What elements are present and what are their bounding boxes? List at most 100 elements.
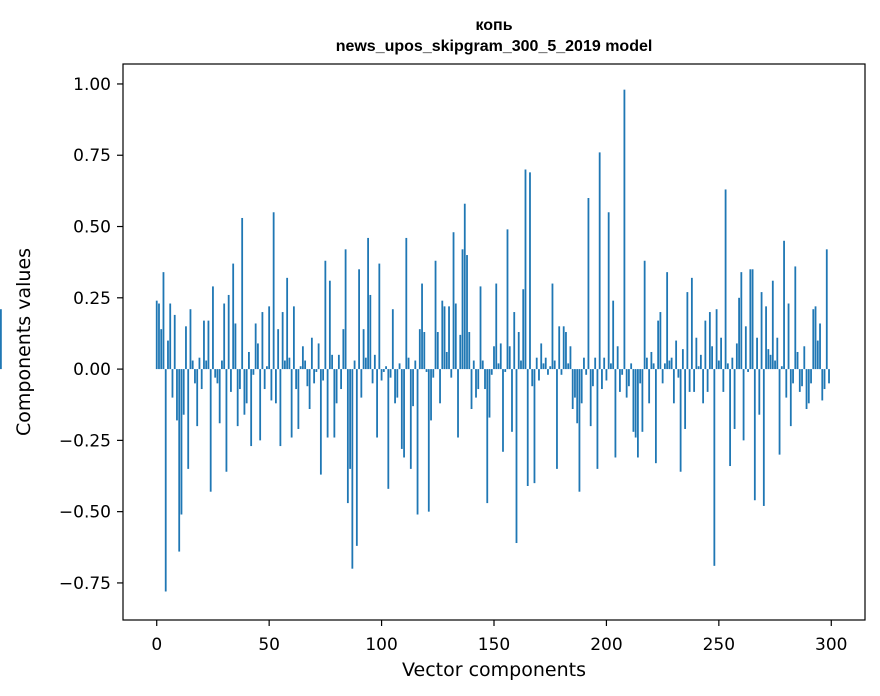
bar xyxy=(308,369,311,410)
bar xyxy=(281,312,284,370)
bar xyxy=(634,369,637,438)
bar xyxy=(780,366,783,370)
bar xyxy=(783,240,785,370)
bar xyxy=(598,152,601,370)
bar xyxy=(317,343,320,370)
bar xyxy=(268,306,271,370)
bar xyxy=(724,189,727,370)
bar xyxy=(373,354,376,370)
bar xyxy=(391,309,394,370)
bar xyxy=(717,360,720,370)
bar xyxy=(711,346,713,370)
bar xyxy=(756,337,758,370)
bar xyxy=(699,354,702,370)
bar xyxy=(828,369,830,384)
bar xyxy=(319,369,322,475)
bar xyxy=(569,346,572,370)
bar xyxy=(252,369,255,375)
bar xyxy=(416,369,419,515)
y-axis-label: Components values xyxy=(13,248,35,436)
bar xyxy=(657,320,660,370)
bar xyxy=(167,340,169,370)
bar xyxy=(508,346,511,370)
bar xyxy=(659,312,662,370)
bar xyxy=(675,340,678,370)
bar xyxy=(553,360,556,370)
bar xyxy=(540,343,543,370)
bar xyxy=(681,349,684,370)
bar xyxy=(176,369,178,421)
bar xyxy=(236,369,239,427)
bar xyxy=(389,369,392,378)
bar xyxy=(623,89,626,370)
bar xyxy=(814,306,817,370)
bar xyxy=(493,346,495,370)
bar xyxy=(596,369,599,469)
bar xyxy=(301,346,304,370)
bar xyxy=(436,332,439,370)
bar xyxy=(556,369,558,469)
bar xyxy=(625,369,628,398)
bar xyxy=(529,172,531,370)
bar xyxy=(567,363,570,370)
bar xyxy=(821,369,824,401)
bar xyxy=(549,366,552,370)
y-tick-label: 1.00 xyxy=(73,75,111,95)
bar xyxy=(776,337,779,370)
bar xyxy=(612,300,615,370)
bar xyxy=(580,369,583,404)
x-tick-label: 300 xyxy=(815,635,847,655)
bar xyxy=(753,369,756,501)
bar xyxy=(454,303,457,370)
bar xyxy=(212,286,214,370)
bar xyxy=(232,263,235,370)
bar xyxy=(605,369,608,381)
bar xyxy=(497,363,500,370)
bar xyxy=(0,309,2,370)
bar xyxy=(672,369,675,404)
bar xyxy=(690,277,693,370)
bar xyxy=(203,320,205,370)
bar xyxy=(592,369,594,387)
bar xyxy=(589,369,592,427)
bar xyxy=(409,369,412,469)
bar xyxy=(243,369,246,415)
bar xyxy=(430,369,432,421)
bar xyxy=(266,366,268,370)
bar xyxy=(760,292,763,370)
bar xyxy=(684,369,687,429)
bar xyxy=(574,369,576,398)
bar xyxy=(607,212,610,370)
bar xyxy=(362,329,365,370)
bar xyxy=(522,289,525,370)
bar xyxy=(200,369,203,390)
bar xyxy=(731,357,734,370)
bar xyxy=(299,366,302,370)
bar xyxy=(472,360,475,370)
bar xyxy=(650,351,653,370)
bar xyxy=(562,326,565,370)
bar xyxy=(288,357,291,370)
bar xyxy=(349,369,351,469)
bar xyxy=(794,266,797,370)
bar xyxy=(245,369,248,404)
bar xyxy=(322,369,325,381)
bar xyxy=(810,369,812,384)
bar xyxy=(371,369,374,384)
bar xyxy=(337,354,340,370)
bar xyxy=(708,312,711,370)
bar xyxy=(668,360,671,370)
bar xyxy=(526,369,529,486)
bar xyxy=(470,369,473,410)
bar xyxy=(517,332,520,370)
bar xyxy=(346,369,349,504)
chart-subtitle: news_upos_skipgram_300_5_2019 model xyxy=(336,38,653,55)
bar xyxy=(751,269,754,370)
bar xyxy=(272,212,275,370)
bar xyxy=(257,343,259,370)
bar xyxy=(310,337,313,370)
bar xyxy=(439,369,441,404)
bar xyxy=(499,343,502,370)
